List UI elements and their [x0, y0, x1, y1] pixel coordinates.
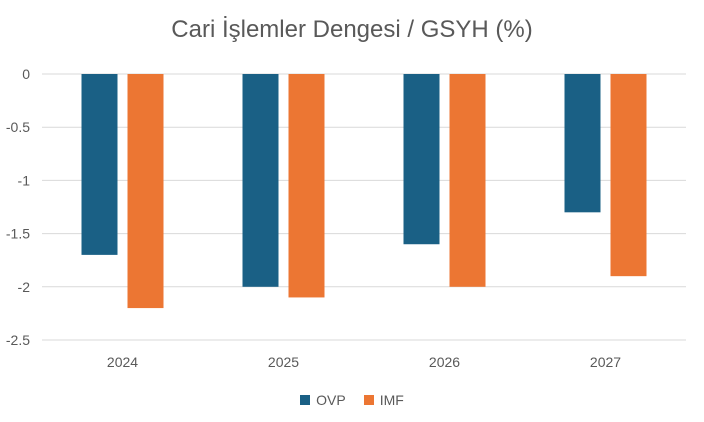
legend-swatch-imf [363, 395, 374, 405]
bar-ovp-2025 [242, 74, 279, 287]
bar-ovp-2024 [81, 74, 118, 255]
legend-item-imf: IMF [363, 392, 404, 408]
bar-ovp-2026 [403, 74, 440, 245]
legend-label-imf: IMF [379, 392, 404, 408]
x-tick-label: 2025 [268, 354, 299, 370]
legend-item-ovp: OVP [300, 392, 346, 408]
x-tick-label: 2026 [429, 354, 460, 370]
bar-imf-2027 [610, 74, 647, 277]
bar-imf-2024 [127, 74, 164, 309]
y-tick-label: -1.5 [6, 226, 30, 242]
legend-swatch-ovp [300, 395, 311, 405]
chart-title: Cari İşlemler Dengesi / GSYH (%) [171, 16, 533, 43]
chart-legend: OVP IMF [0, 392, 704, 408]
y-tick-label: -1 [18, 172, 31, 188]
x-tick-label: 2024 [107, 354, 138, 370]
y-tick-label: -2 [18, 279, 31, 295]
legend-label-ovp: OVP [316, 392, 346, 408]
y-tick-label: -2.5 [6, 332, 30, 348]
bar-ovp-2027 [564, 74, 601, 213]
bar-imf-2025 [288, 74, 325, 298]
x-tick-label: 2027 [590, 354, 621, 370]
bar-imf-2026 [449, 74, 486, 287]
y-tick-label: -0.5 [6, 119, 30, 135]
y-tick-label: 0 [22, 66, 30, 82]
